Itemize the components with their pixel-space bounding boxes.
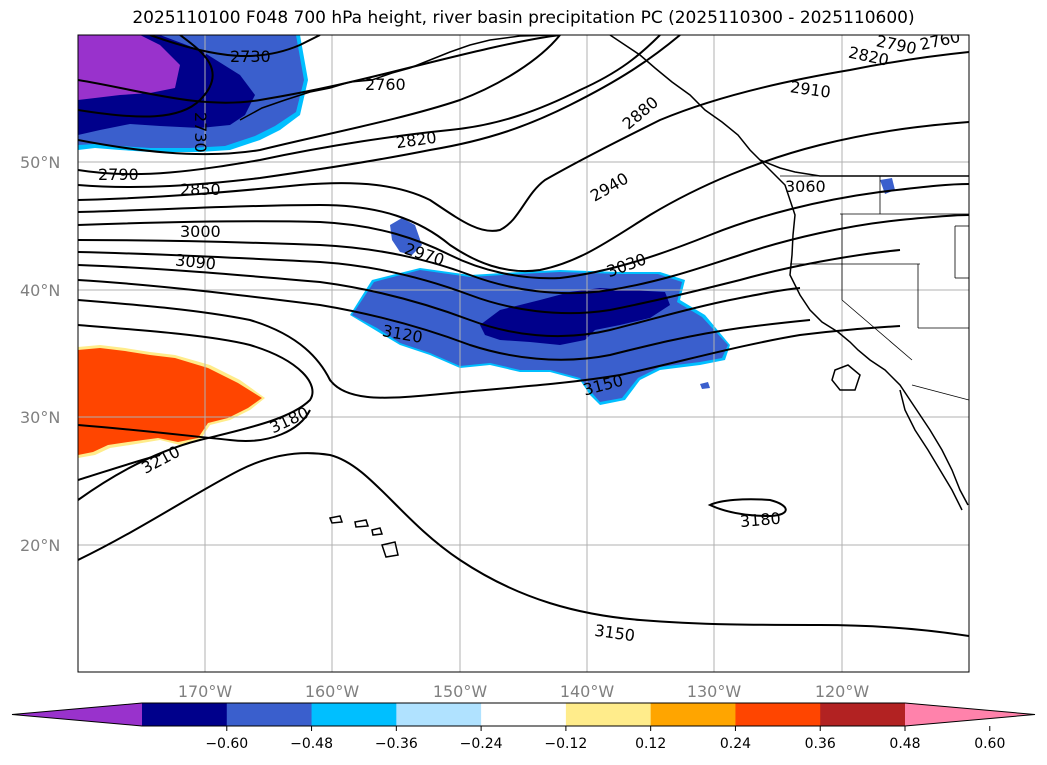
colorbar-segment: [226, 703, 313, 726]
map-title: 2025110100 F048 700 hPa height, river ba…: [132, 8, 915, 28]
contour-label: 3000: [180, 222, 221, 241]
colorbar-tick-label: 0.24: [720, 736, 751, 752]
colorbar-tick-label: −0.48: [290, 736, 333, 752]
lon-label: 160°W: [305, 682, 360, 701]
colorbar-tick-label: 0.60: [974, 736, 1005, 752]
colorbar-tick-label: 0.12: [635, 736, 666, 752]
colorbar-segment: [396, 703, 482, 726]
contour-label: 2790: [98, 165, 139, 184]
latitude-labels: 50°N 40°N 30°N 20°N: [20, 153, 60, 555]
colorbar-segment: [565, 703, 652, 726]
colorbar-segment: [735, 703, 821, 726]
lon-label: 150°W: [433, 682, 488, 701]
contour-label: 3180: [739, 509, 781, 531]
colorbar-outline: [11, 702, 1036, 727]
contour-label: 2850: [180, 180, 221, 199]
colorbar-segment: [650, 703, 736, 726]
lon-label: 170°W: [178, 682, 233, 701]
contour-label: 2760: [365, 75, 406, 94]
colorbar-segment: [311, 703, 397, 726]
colorbar-segment: [820, 703, 906, 726]
height-contours: [78, 35, 969, 637]
colorbar-tick-label: −0.24: [460, 736, 503, 752]
longitude-labels: 170°W 160°W 150°W 140°W 130°W 120°W: [178, 682, 870, 701]
colorbar-extend-min: [12, 703, 142, 726]
colorbar-segment: [142, 703, 228, 726]
colorbar-tick-label: −0.60: [205, 736, 248, 752]
colorbar-segment: [481, 703, 567, 726]
lat-label: 50°N: [20, 153, 60, 172]
shade-neg048-central: [480, 288, 670, 345]
contour-label: 2730: [230, 47, 271, 66]
shade-spot-ocean: [700, 382, 710, 389]
colorbar-tick-label: 0.48: [889, 736, 920, 752]
colorbar-tick-label: 0.36: [805, 736, 836, 752]
lon-label: 140°W: [560, 682, 615, 701]
lon-label: 130°W: [687, 682, 742, 701]
lat-label: 40°N: [20, 281, 60, 300]
colorbar-extend-max: [905, 703, 1035, 726]
colorbar: −0.60 −0.48 −0.36 −0.24 −0.12 0.12 0.24 0.36 0.4…: [11, 702, 1036, 752]
map-border: [77, 34, 970, 673]
contour-label: 2730: [191, 112, 210, 153]
lat-label: 30°N: [20, 408, 60, 427]
colorbar-tick-label: −0.12: [544, 736, 587, 752]
contour-label: 3060: [785, 177, 826, 196]
lat-label: 20°N: [20, 536, 60, 555]
contour-label: 3090: [174, 250, 216, 273]
colorbar-tick-label: −0.36: [375, 736, 418, 752]
lon-label: 120°W: [815, 682, 870, 701]
